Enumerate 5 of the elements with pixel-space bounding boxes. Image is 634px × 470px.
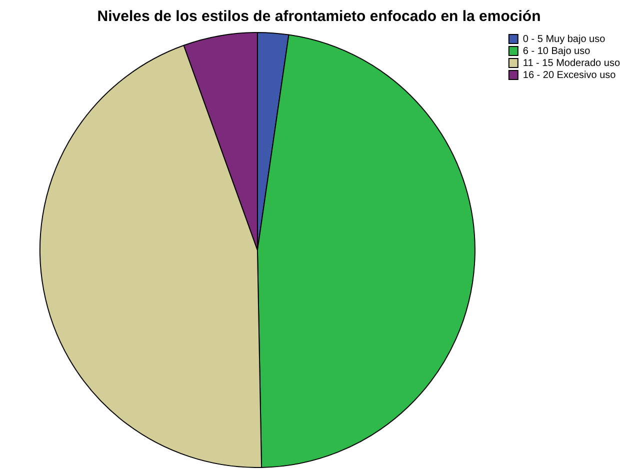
legend-label: 11 - 15 Moderado uso [522,58,620,69]
legend-label: 16 - 20 Excesivo uso [522,70,616,81]
legend-label: 0 - 5 Muy bajo uso [522,34,606,45]
chart-title: Niveles de los estilos de afrontamieto enfocado en la emoción [97,8,541,26]
legend-label: 6 - 10 Bajo uso [522,46,591,57]
